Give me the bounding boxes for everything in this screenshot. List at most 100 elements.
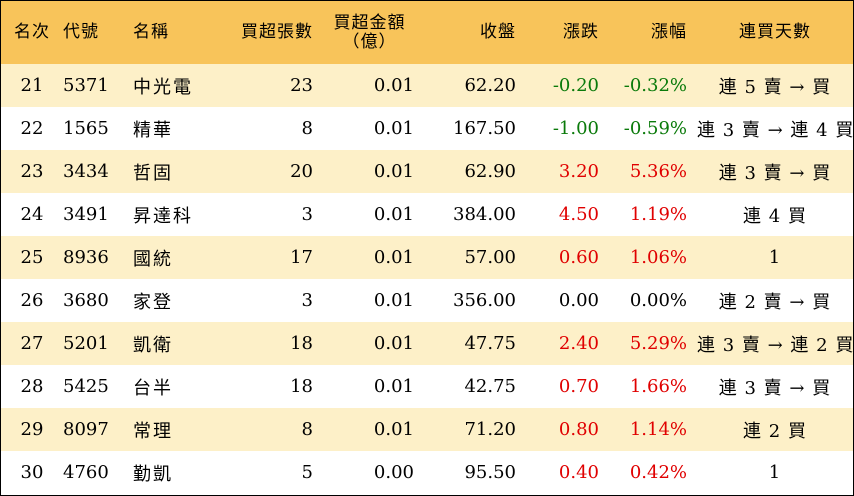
cell-net-buy-amount: 0.01 xyxy=(373,290,414,311)
cell-name: 中光電 xyxy=(133,76,193,98)
cell-net-buy-amount: 0.00 xyxy=(373,462,414,483)
cell-rank: 29 xyxy=(20,419,44,440)
cell-change: 0.60 xyxy=(558,247,599,268)
cell-net-buy-lots: 8 xyxy=(301,419,313,440)
cell-change-pct: -0.59% xyxy=(623,118,687,139)
cell-rank: 28 xyxy=(20,376,44,397)
cell-code: 5425 xyxy=(63,376,109,397)
cell-change: 2.40 xyxy=(558,333,599,354)
cell-rank: 27 xyxy=(20,333,44,354)
table-row: 22 1565 精華 8 0.01 167.50 -1.00 -0.59% 連 3 賣 → 連 … xyxy=(1,107,853,150)
cell-name: 昇達科 xyxy=(133,205,193,227)
cell-close: 57.00 xyxy=(464,247,516,268)
cell-code: 5371 xyxy=(63,75,109,96)
cell-name: 家登 xyxy=(133,291,173,313)
cell-net-buy-amount: 0.01 xyxy=(373,333,414,354)
cell-rank: 24 xyxy=(20,204,44,225)
cell-change-pct: 1.14% xyxy=(629,419,687,440)
cell-change-pct: -0.32% xyxy=(623,75,687,96)
cell-change: -1.00 xyxy=(552,118,599,139)
cell-net-buy-lots: 18 xyxy=(290,333,313,354)
table-row: 26 3680 家登 3 0.01 356.00 0.00 0.00% 連 2 賣 → 買 xyxy=(1,279,853,322)
cell-name: 哲固 xyxy=(133,162,173,184)
cell-change: 4.50 xyxy=(558,204,599,225)
cell-net-buy-amount: 0.01 xyxy=(373,75,414,96)
cell-change: 3.20 xyxy=(558,161,599,182)
cell-code: 8097 xyxy=(63,419,109,440)
cell-close: 62.20 xyxy=(464,75,516,96)
cell-net-buy-lots: 20 xyxy=(290,161,313,182)
cell-streak: 連 2 賣 → 買 xyxy=(718,291,832,313)
cell-change-pct: 0.42% xyxy=(629,462,687,483)
cell-net-buy-amount: 0.01 xyxy=(373,204,414,225)
cell-streak: 連 2 買 xyxy=(743,420,807,442)
cell-streak: 連 4 買 xyxy=(743,205,807,227)
cell-close: 42.75 xyxy=(464,376,516,397)
cell-change-pct: 1.06% xyxy=(629,247,687,268)
cell-net-buy-amount: 0.01 xyxy=(373,118,414,139)
header-net-buy-amount: 買超金額 （億） xyxy=(315,1,424,64)
cell-change-pct: 0.00% xyxy=(629,290,687,311)
cell-rank: 25 xyxy=(20,247,44,268)
cell-name: 國統 xyxy=(133,248,173,270)
cell-name: 精華 xyxy=(133,119,173,141)
cell-net-buy-amount: 0.01 xyxy=(373,161,414,182)
cell-name: 常理 xyxy=(133,420,173,442)
cell-close: 356.00 xyxy=(453,290,516,311)
table-body: 21 5371 中光電 23 0.01 62.20 -0.20 -0.32% 連 5 賣 → 買… xyxy=(1,64,853,494)
cell-close: 71.20 xyxy=(464,419,516,440)
cell-net-buy-lots: 23 xyxy=(290,75,313,96)
cell-streak: 連 3 賣 → 連 4 買 xyxy=(697,119,854,141)
header-streak: 連買天數 xyxy=(739,22,811,42)
header-close: 收盤 xyxy=(480,22,516,42)
cell-code: 5201 xyxy=(63,333,109,354)
cell-net-buy-amount: 0.01 xyxy=(373,247,414,268)
header-change-pct: 漲幅 xyxy=(651,22,687,42)
cell-code: 8936 xyxy=(63,247,109,268)
cell-code: 3434 xyxy=(63,161,109,182)
cell-change: 0.80 xyxy=(558,419,599,440)
cell-code: 3491 xyxy=(63,204,109,225)
header-name: 名稱 xyxy=(133,22,169,42)
cell-net-buy-lots: 5 xyxy=(301,462,313,483)
cell-close: 384.00 xyxy=(453,204,516,225)
table-row: 29 8097 常理 8 0.01 71.20 0.80 1.14% 連 2 買 xyxy=(1,408,853,451)
cell-streak: 1 xyxy=(768,462,782,483)
table-row: 28 5425 台半 18 0.01 42.75 0.70 1.66% 連 3 賣 → 買 xyxy=(1,365,853,408)
cell-streak: 連 5 賣 → 買 xyxy=(718,76,832,98)
header-change: 漲跌 xyxy=(563,22,599,42)
table-header-row: 名次 代號 名稱 買超張數 買超金額 （億） 收盤 漲跌 漲幅 連買天數 xyxy=(1,1,853,64)
cell-change-pct: 5.36% xyxy=(629,161,687,182)
table-row: 23 3434 哲固 20 0.01 62.90 3.20 5.36% 連 3 賣 → 買 xyxy=(1,150,853,193)
cell-name: 台半 xyxy=(133,377,173,399)
cell-code: 1565 xyxy=(63,118,109,139)
cell-change: 0.70 xyxy=(558,376,599,397)
table-row: 27 5201 凱衛 18 0.01 47.75 2.40 5.29% 連 3 賣 → 連 2 … xyxy=(1,322,853,365)
cell-change-pct: 5.29% xyxy=(629,333,687,354)
cell-rank: 30 xyxy=(20,462,44,483)
cell-name: 凱衛 xyxy=(133,334,173,356)
cell-streak: 連 3 賣 → 連 2 買 xyxy=(697,334,854,356)
cell-code: 3680 xyxy=(63,290,109,311)
cell-change: 0.00 xyxy=(558,290,599,311)
cell-rank: 21 xyxy=(20,75,44,96)
cell-close: 167.50 xyxy=(453,118,516,139)
cell-close: 47.75 xyxy=(464,333,516,354)
header-net-buy-amount-line1: 買超金額 xyxy=(333,12,406,33)
cell-net-buy-lots: 18 xyxy=(290,376,313,397)
cell-net-buy-amount: 0.01 xyxy=(373,376,414,397)
cell-net-buy-lots: 3 xyxy=(301,290,313,311)
cell-name: 勤凱 xyxy=(133,463,173,485)
cell-streak: 1 xyxy=(768,247,782,268)
cell-net-buy-lots: 3 xyxy=(301,204,313,225)
table-row: 21 5371 中光電 23 0.01 62.20 -0.20 -0.32% 連 5 賣 → 買 xyxy=(1,64,853,107)
cell-close: 95.50 xyxy=(464,462,516,483)
cell-streak: 連 3 賣 → 買 xyxy=(718,162,832,184)
cell-streak: 連 3 賣 → 買 xyxy=(718,377,832,399)
cell-rank: 26 xyxy=(20,290,44,311)
cell-rank: 23 xyxy=(20,161,44,182)
cell-change: 0.40 xyxy=(558,462,599,483)
cell-close: 62.90 xyxy=(464,161,516,182)
